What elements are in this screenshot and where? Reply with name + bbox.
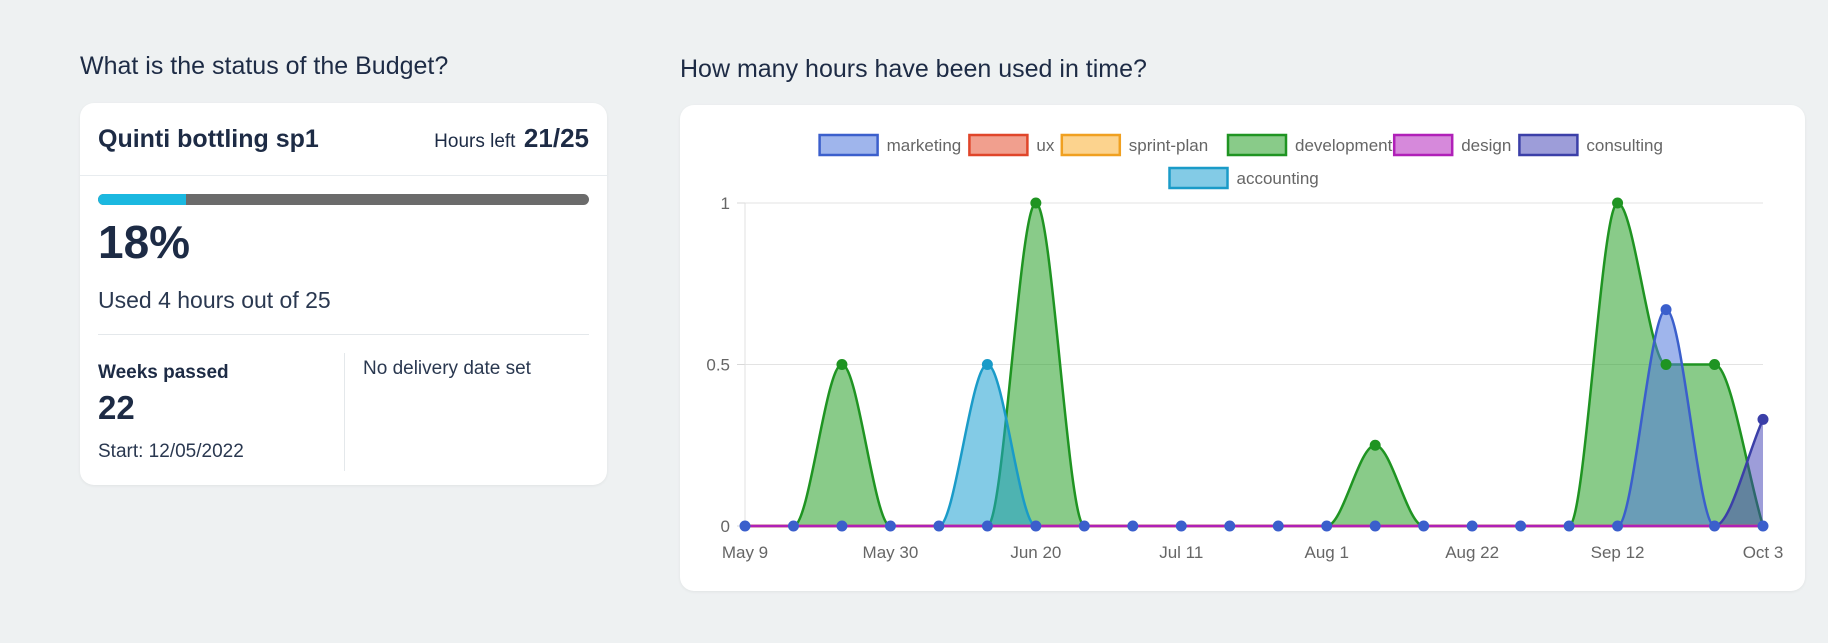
x-tick-label: Jul 11 [1159, 543, 1203, 562]
point-baseline [1612, 520, 1624, 532]
legend-swatch-consulting [1518, 133, 1579, 157]
x-tick-label: Jun 20 [1010, 543, 1061, 562]
budget-card-header: Quinti bottling sp1 Hours left 21/25 [80, 103, 607, 176]
point-baseline [1757, 520, 1769, 532]
divider [344, 353, 345, 471]
y-tick-label: 0 [721, 517, 730, 536]
hours-used-heading: How many hours have been used in time? [680, 55, 1147, 83]
x-tick-label: May 30 [863, 543, 919, 562]
chart-areas [744, 201, 1765, 528]
budget-progress-fill [98, 194, 187, 205]
hours-chart-card: marketing ux sprint-plan development design c… [680, 105, 1805, 591]
point-baseline [1515, 520, 1527, 532]
point-development [1709, 359, 1721, 370]
legend-label-sprint-plan: sprint-plan [1129, 136, 1208, 155]
x-axis-ticks: May 9 May 30 Jun 20 Jul 11 Aug 1 Aug 22 Sep 12… [722, 543, 1783, 562]
point-baseline [787, 520, 799, 532]
area-accounting [745, 364, 1763, 526]
start-date: Start: 12/05/2022 [98, 441, 244, 462]
project-name: Quinti bottling sp1 [98, 125, 319, 153]
point-baseline [739, 520, 751, 532]
x-tick-label: Sep 12 [1591, 543, 1645, 562]
legend-label-ux: ux [1036, 136, 1054, 155]
point-baseline [1030, 520, 1042, 532]
point-baseline [981, 520, 993, 532]
delivery-date: No delivery date set [363, 358, 531, 379]
y-axis-ticks: 00.51 [706, 194, 730, 536]
legend-label-consulting: consulting [1586, 136, 1663, 155]
x-tick-label: Aug 22 [1445, 543, 1499, 562]
x-tick-label: May 9 [722, 543, 768, 562]
point-baseline [1175, 520, 1187, 532]
legend-label-accounting: accounting [1237, 169, 1319, 188]
point-baseline [1272, 520, 1284, 532]
point-baseline [1369, 520, 1381, 532]
hours-left-label: Hours left [434, 131, 516, 152]
hours-chart: marketing ux sprint-plan development design c… [706, 133, 1783, 562]
legend-swatch-design [1392, 133, 1454, 157]
legend-swatch-sprint-plan [1060, 133, 1122, 157]
legend-label-marketing: marketing [887, 136, 962, 155]
legend-swatch-accounting [1168, 166, 1229, 190]
legend-label-design: design [1461, 136, 1511, 155]
y-tick-label: 1 [721, 194, 730, 213]
legend-swatch-marketing [818, 133, 879, 157]
hours-left: Hours left 21/25 [434, 123, 589, 154]
chart-legend: marketing ux sprint-plan development design c… [818, 133, 1663, 190]
point-development [1369, 439, 1381, 451]
point-baseline [1224, 520, 1236, 532]
budget-status-heading: What is the status of the Budget? [80, 52, 449, 80]
point-baseline [1466, 520, 1478, 532]
point-development [1030, 197, 1042, 209]
budget-percent: 18% [98, 216, 191, 268]
point-development [836, 359, 848, 370]
point-development [1612, 197, 1624, 209]
x-tick-label: Aug 1 [1304, 543, 1348, 562]
hours-left-value: 21/25 [523, 123, 589, 153]
y-tick-label: 0.5 [706, 356, 730, 375]
point-baseline [1321, 520, 1333, 532]
point-baseline [1418, 520, 1430, 532]
divider [98, 334, 589, 335]
point-baseline [933, 520, 945, 532]
point-baseline [884, 520, 896, 532]
legend-swatch-ux [968, 133, 1029, 157]
x-tick-label: Oct 3 [1743, 543, 1784, 562]
point-baseline [1563, 520, 1575, 532]
legend-label-development: development [1295, 136, 1393, 155]
area-marketing [745, 309, 1763, 526]
point-marketing [1660, 304, 1672, 316]
point-accounting [981, 359, 993, 370]
legend-swatch-development [1226, 133, 1288, 157]
budget-progress-bar [98, 194, 589, 205]
point-consulting [1757, 413, 1769, 425]
point-baseline [1709, 520, 1721, 532]
point-development [1660, 359, 1672, 370]
point-baseline [1078, 520, 1090, 532]
point-baseline [836, 520, 848, 532]
hours-used-text: Used 4 hours out of 25 [98, 287, 331, 313]
chart-points [739, 197, 1769, 532]
weeks-passed-label: Weeks passed [98, 362, 229, 383]
weeks-passed-value: 22 [98, 389, 135, 426]
budget-card: Quinti bottling sp1 Hours left 21/25 18%… [80, 103, 607, 485]
point-baseline [1127, 520, 1139, 532]
